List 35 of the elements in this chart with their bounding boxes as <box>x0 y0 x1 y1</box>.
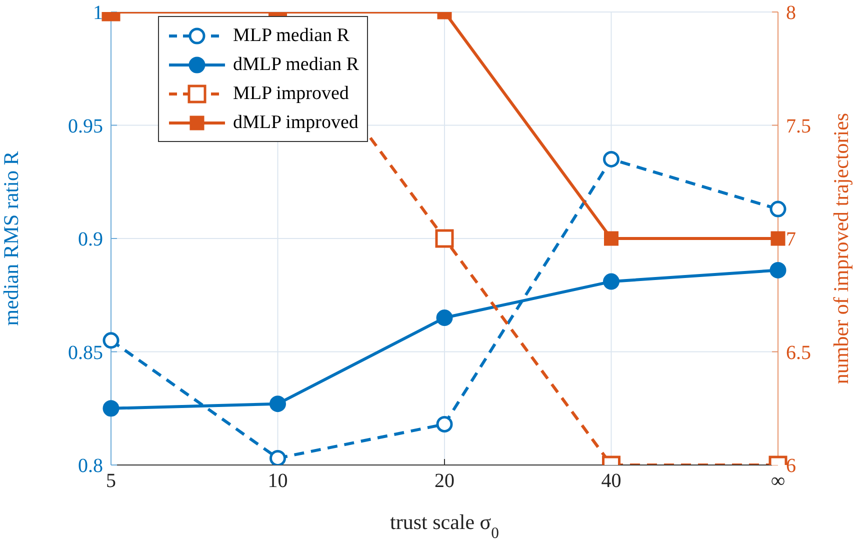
x-tick-label: 20 <box>434 470 454 492</box>
y2-tick-label: 7 <box>786 228 796 251</box>
point <box>270 450 286 465</box>
y-tick-label: 1 <box>93 2 103 24</box>
y2-axis-title: number of improved trajectories <box>829 112 853 384</box>
y-tick-label: 0.95 <box>68 115 103 138</box>
y-tick-label: 0.85 <box>68 342 103 364</box>
x-axis-title: trust scale σ$_{0}$ <box>390 510 500 542</box>
legend-label: dMLP median R <box>233 54 359 76</box>
y2-tick-label: 8 <box>786 2 796 24</box>
point <box>102 400 120 417</box>
x-tick-label: 10 <box>268 470 288 492</box>
y2-tick-label: 6 <box>786 455 796 478</box>
point <box>604 231 618 246</box>
point <box>102 332 120 349</box>
legend-label: MLP improved <box>233 82 349 104</box>
point <box>270 396 286 412</box>
point <box>436 310 453 326</box>
point <box>770 231 786 246</box>
x-tick-label: 5 <box>106 470 116 492</box>
y2-tick-label: 7.5 <box>786 115 811 138</box>
legend-label: MLP median R <box>233 24 350 46</box>
x-tick-label: ∞ <box>770 470 786 492</box>
point <box>770 262 786 278</box>
y2-tick-label: 6.5 <box>786 342 811 364</box>
point <box>603 273 620 290</box>
x-tick-label: 40 <box>601 470 622 492</box>
legend-label: dMLP improved <box>233 112 358 134</box>
y-tick-label: 0.8 <box>78 455 103 478</box>
y-axis-title: median RMS ratio R <box>0 151 23 326</box>
point <box>435 229 454 248</box>
y-tick-label: 0.9 <box>78 228 103 251</box>
point <box>603 150 620 168</box>
point <box>436 416 453 432</box>
point <box>770 200 786 218</box>
